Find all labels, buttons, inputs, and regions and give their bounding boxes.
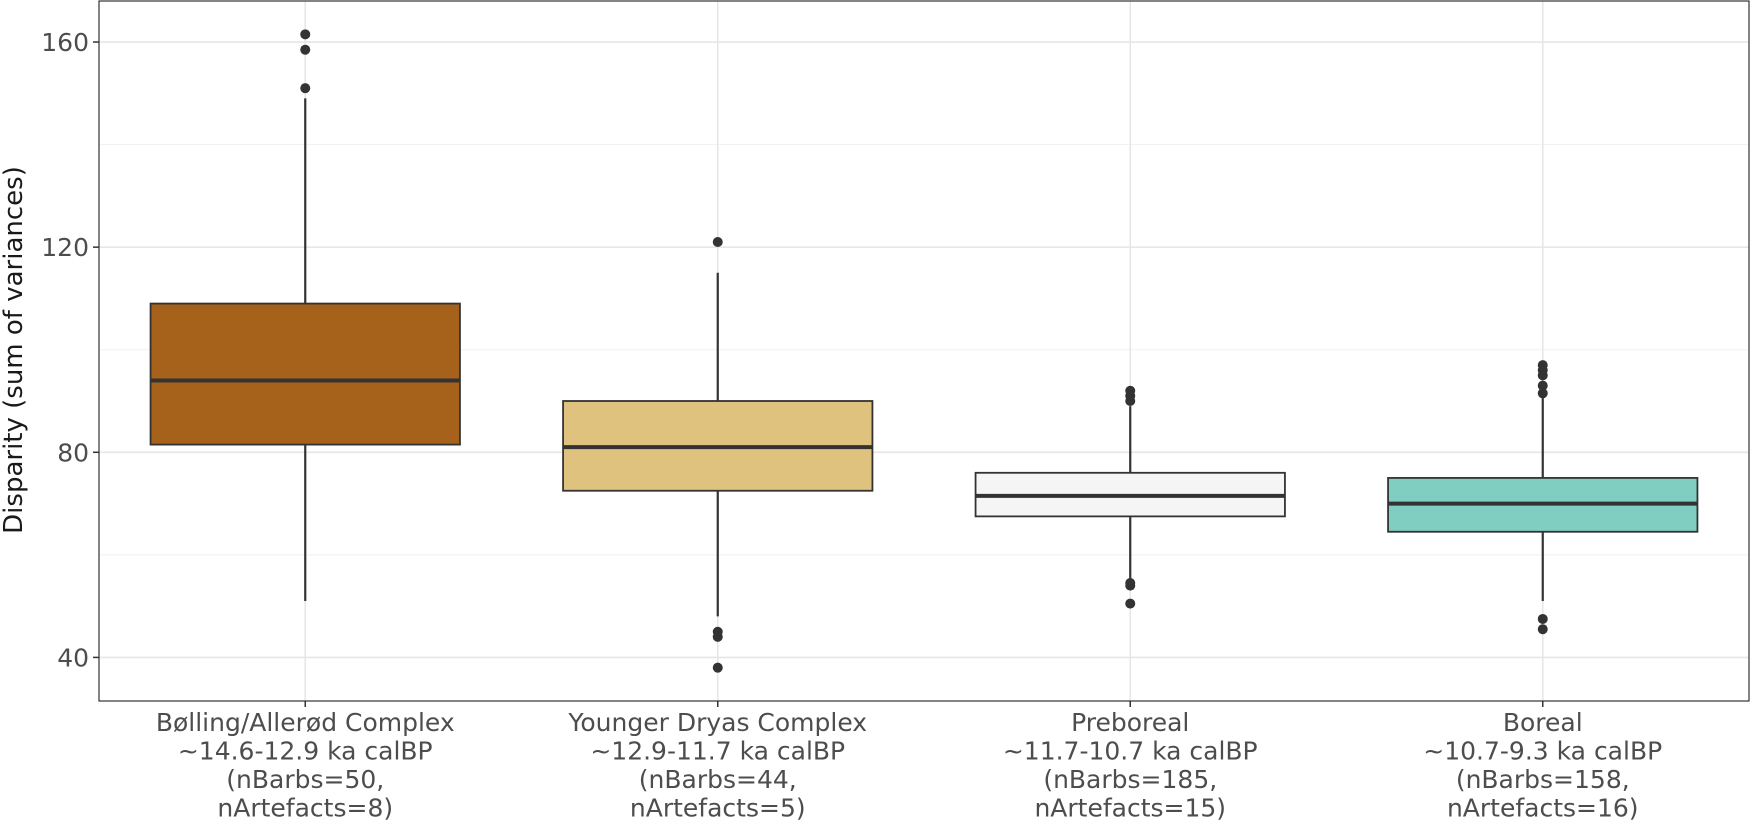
y-tick-label: 80 [57,438,89,467]
x-category-label-line: nArtefacts=15) [1034,794,1226,823]
outlier-point [1537,613,1548,624]
outlier-point [712,631,723,642]
x-category-label-line: ~14.6-12.9 ka calBP [178,737,433,766]
x-category-label-line: Bølling/Allerød Complex [156,708,455,737]
outlier-point [1537,388,1548,399]
x-category-label-line: (nBarbs=50, [226,765,384,794]
outlier-point [1125,396,1136,406]
outlier-point [300,44,311,55]
panel-border [98,0,1750,702]
x-category-label-line: ~11.7-10.7 ka calBP [1003,737,1258,766]
y-tick-label: 160 [41,28,89,57]
outlier-point [712,237,723,248]
x-category-label-line: nArtefacts=8) [217,794,393,823]
y-axis-label: Disparity (sum of variances) [0,166,29,534]
boxplot-group [974,385,1286,609]
x-category-label-line: nArtefacts=5) [630,794,806,823]
outlier-point [1537,370,1548,381]
x-category-label-line: (nBarbs=44, [639,765,797,794]
x-category-label-line: Preboreal [1071,708,1189,737]
x-category-label: Bølling/Allerød Complex ~14.6-12.9 ka cal… [156,708,455,823]
outlier-point [1125,580,1136,591]
x-category-label: Boreal ~10.7-9.3 ka calBP (nBarbs=158, nArt… [1423,708,1662,823]
x-category-label-line: Younger Dryas Complex [567,708,867,737]
x-category-label: Preboreal ~11.7-10.7 ka calBP (nBarbs=185,… [1003,708,1258,823]
axis-layer: 40 80 120 160 Bølling/Allerød Complex ~14.6-1… [41,28,1662,822]
boxplot-group [1387,360,1699,635]
x-category-label-line: Boreal [1503,708,1583,737]
outlier-point [1125,598,1136,609]
box-layer [149,29,1699,673]
boxplot-group [562,237,874,673]
y-tick-label: 120 [41,233,89,262]
outlier-point [1537,624,1548,635]
x-category-label: Younger Dryas Complex ~12.9-11.7 ka calBP… [567,708,867,823]
x-category-label-line: (nBarbs=158, [1456,765,1630,794]
x-category-label-line: ~10.7-9.3 ka calBP [1423,737,1662,766]
x-category-label-line: ~12.9-11.7 ka calBP [590,737,845,766]
outlier-point [300,83,311,94]
outlier-point [300,29,311,40]
y-tick-label: 40 [57,643,89,672]
box [149,302,461,446]
outlier-point [1537,380,1548,391]
x-category-label-line: (nBarbs=185, [1043,765,1217,794]
grid-layer [99,1,1749,701]
outlier-point [712,662,723,673]
boxplot-group [149,29,461,601]
x-category-label-line: nArtefacts=16) [1447,794,1639,823]
